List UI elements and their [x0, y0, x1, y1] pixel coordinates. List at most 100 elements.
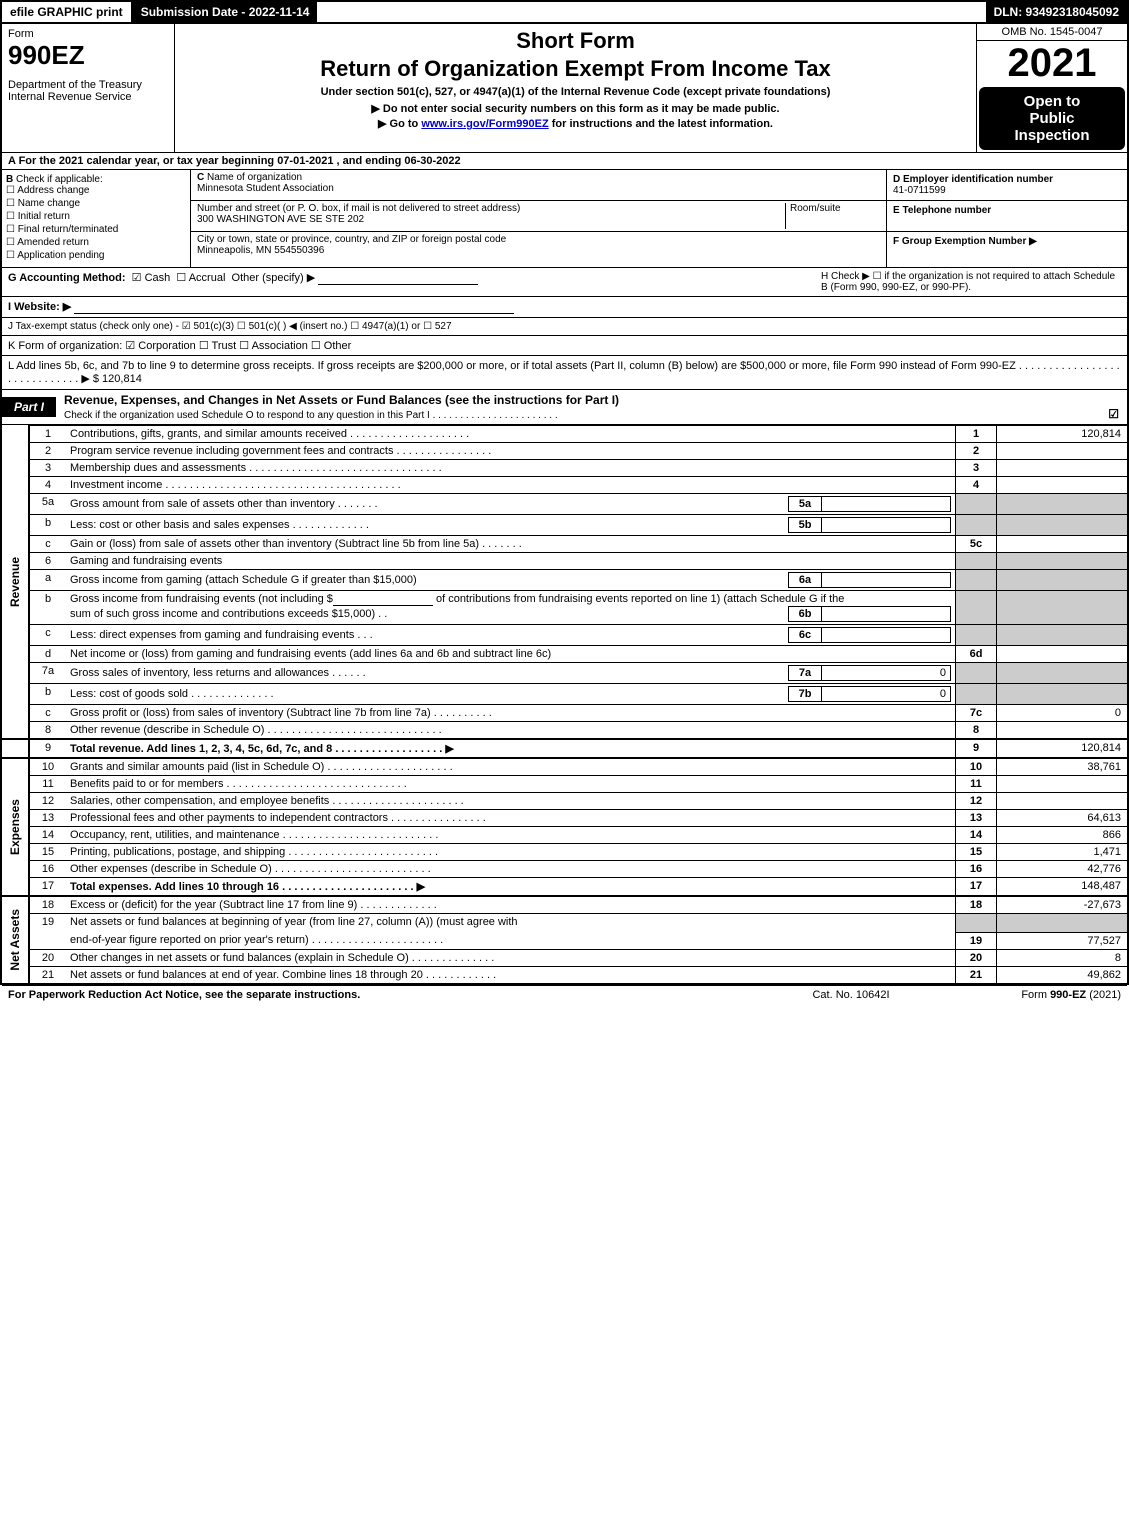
row-6c-amt: [997, 625, 1128, 646]
row-15-desc: Printing, publications, postage, and shi…: [66, 844, 956, 861]
row-6a-ln: [956, 570, 997, 591]
row-21-desc: Net assets or fund balances at end of ye…: [66, 966, 956, 983]
row-19-ln: 19: [956, 932, 997, 949]
return-title: Return of Organization Exempt From Incom…: [179, 56, 972, 82]
room-suite: Room/suite: [785, 203, 880, 229]
section-b-checkboxes: B Check if applicable: ☐ Address change …: [2, 170, 191, 267]
row-12-num: 12: [29, 793, 66, 810]
row-2-desc: Program service revenue including govern…: [66, 443, 956, 460]
row-14-desc: Occupancy, rent, utilities, and maintena…: [66, 827, 956, 844]
row-8-amt: [997, 722, 1128, 740]
row-13-ln: 13: [956, 810, 997, 827]
chk-cash[interactable]: ☑ Cash: [132, 272, 171, 284]
row-5b-num: b: [29, 515, 66, 536]
row-7b-amt: [997, 684, 1128, 705]
row-5b-desc: Less: cost or other basis and sales expe…: [66, 515, 956, 536]
row-18-num: 18: [29, 896, 66, 914]
row-1-desc: Contributions, gifts, grants, and simila…: [66, 426, 956, 443]
line-j-tax-exempt: J Tax-exempt status (check only one) - ☑…: [2, 318, 1127, 336]
chk-final-return[interactable]: ☐ Final return/terminated: [6, 224, 186, 235]
row-19-desc2: end-of-year figure reported on prior yea…: [66, 932, 956, 949]
row-12-amt: [997, 793, 1128, 810]
part-1-header: Part I Revenue, Expenses, and Changes in…: [2, 390, 1127, 425]
paperwork-notice: For Paperwork Reduction Act Notice, see …: [8, 989, 761, 1001]
line-i-website: I Website: ▶: [2, 297, 1127, 318]
row-16-amt: 42,776: [997, 861, 1128, 878]
row-1-ln: 1: [956, 426, 997, 443]
ssn-warning: ▶ Do not enter social security numbers o…: [179, 102, 972, 115]
row-21-ln: 21: [956, 966, 997, 983]
row-6-desc: Gaming and fundraising events: [66, 553, 956, 570]
netassets-side-label: Net Assets: [2, 896, 29, 983]
row-6d-desc: Net income or (loss) from gaming and fun…: [66, 646, 956, 663]
row-20-num: 20: [29, 949, 66, 966]
efile-print-label[interactable]: efile GRAPHIC print: [2, 2, 133, 22]
row-16-ln: 16: [956, 861, 997, 878]
chk-initial-return[interactable]: ☐ Initial return: [6, 211, 186, 222]
row-9-num: 9: [29, 739, 66, 758]
row-6-amt: [997, 553, 1128, 570]
row-5a-num: 5a: [29, 494, 66, 515]
section-d-e-f: D Employer identification number 41-0711…: [887, 170, 1127, 267]
org-name: Minnesota Student Association: [197, 183, 334, 194]
row-21-num: 21: [29, 966, 66, 983]
row-18-amt: -27,673: [997, 896, 1128, 914]
row-10-num: 10: [29, 758, 66, 776]
form-number: 990EZ: [8, 40, 168, 71]
line-h: H Check ▶ ☐ if the organization is not r…: [821, 271, 1121, 293]
street-address: 300 WASHINGTON AVE SE STE 202: [197, 214, 364, 225]
line-k-form-org: K Form of organization: ☑ Corporation ☐ …: [2, 336, 1127, 356]
row-12-desc: Salaries, other compensation, and employ…: [66, 793, 956, 810]
chk-other-method[interactable]: Other (specify) ▶: [232, 272, 316, 284]
row-17-desc: Total expenses. Add lines 10 through 16 …: [66, 878, 956, 897]
row-5b-ln: [956, 515, 997, 536]
open2: Public: [983, 110, 1121, 127]
row-2-amt: [997, 443, 1128, 460]
city-state-zip: Minneapolis, MN 554550396: [197, 245, 324, 256]
phone-row: E Telephone number: [887, 201, 1127, 232]
row-11-amt: [997, 776, 1128, 793]
row-13-amt: 64,613: [997, 810, 1128, 827]
chk-address-change[interactable]: ☐ Address change: [6, 185, 186, 196]
row-6b-num: b: [29, 591, 66, 625]
revenue-side-label: Revenue: [2, 426, 29, 740]
row-7a-desc: Gross sales of inventory, less returns a…: [66, 663, 956, 684]
goto-instruction: ▶ Go to www.irs.gov/Form990EZ for instru…: [179, 117, 972, 130]
row-5b-amt: [997, 515, 1128, 536]
dln-number: DLN: 93492318045092: [986, 2, 1127, 22]
chk-application-pending[interactable]: ☐ Application pending: [6, 250, 186, 261]
row-15-amt: 1,471: [997, 844, 1128, 861]
section-a-tax-year: A For the 2021 calendar year, or tax yea…: [2, 153, 1127, 170]
row-5a-desc: Gross amount from sale of assets other t…: [66, 494, 956, 515]
row-19-amt: 77,527: [997, 932, 1128, 949]
row-12-ln: 12: [956, 793, 997, 810]
header-center: Short Form Return of Organization Exempt…: [175, 24, 977, 152]
org-name-row: C Name of organization Minnesota Student…: [191, 170, 886, 201]
cat-number: Cat. No. 10642I: [761, 989, 941, 1001]
row-17-num: 17: [29, 878, 66, 897]
row-3-desc: Membership dues and assessments . . . . …: [66, 460, 956, 477]
row-15-ln: 15: [956, 844, 997, 861]
row-16-num: 16: [29, 861, 66, 878]
ein-value: 41-0711599: [893, 185, 946, 196]
row-6b-amt: [997, 591, 1128, 625]
header-left: Form 990EZ Department of the Treasury In…: [2, 24, 175, 152]
schedule-o-check[interactable]: ☑: [1108, 407, 1119, 421]
part-1-title: Revenue, Expenses, and Changes in Net As…: [56, 390, 1127, 424]
chk-amended-return[interactable]: ☐ Amended return: [6, 237, 186, 248]
under-section: Under section 501(c), 527, or 4947(a)(1)…: [179, 86, 972, 98]
row-4-amt: [997, 477, 1128, 494]
row-5a-amt: [997, 494, 1128, 515]
row-6-ln: [956, 553, 997, 570]
row-5c-desc: Gain or (loss) from sale of assets other…: [66, 536, 956, 553]
irs-link[interactable]: www.irs.gov/Form990EZ: [421, 118, 548, 130]
top-bar-spacer: [319, 2, 985, 22]
row-9-desc: Total revenue. Add lines 1, 2, 3, 4, 5c,…: [66, 739, 956, 758]
city-row: City or town, state or province, country…: [191, 232, 886, 262]
row-14-amt: 866: [997, 827, 1128, 844]
chk-accrual[interactable]: ☐ Accrual: [176, 272, 225, 284]
row-6b-ln: [956, 591, 997, 625]
row-19-num: 19: [29, 914, 66, 950]
chk-name-change[interactable]: ☐ Name change: [6, 198, 186, 209]
row-13-desc: Professional fees and other payments to …: [66, 810, 956, 827]
